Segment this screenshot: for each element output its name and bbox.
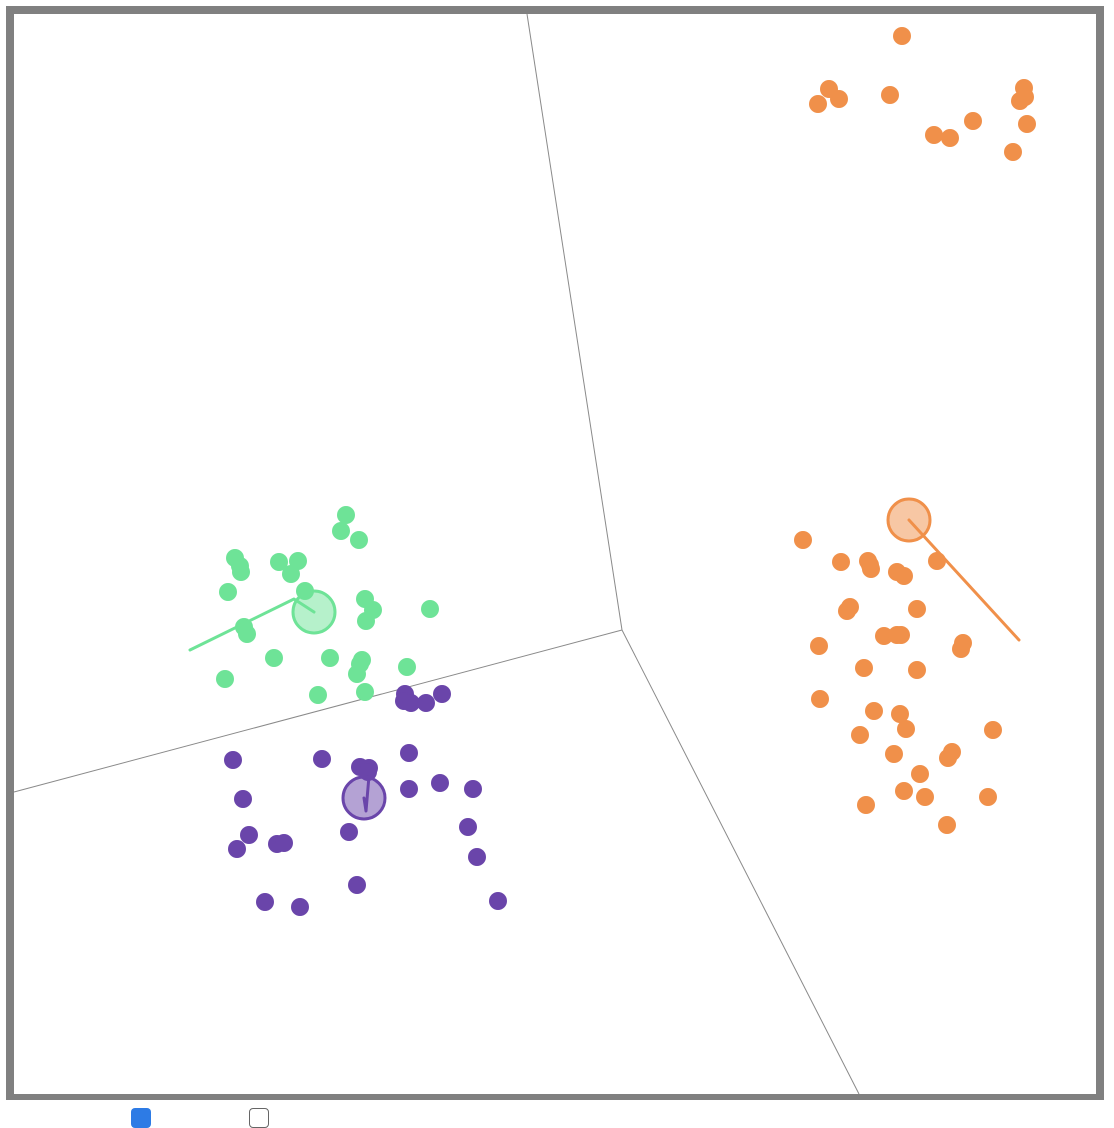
data-point-orange (809, 95, 827, 113)
data-point-purple (417, 694, 435, 712)
data-point-orange (891, 705, 909, 723)
data-point-orange (984, 721, 1002, 739)
data-point-purple (489, 892, 507, 910)
voronoi-edge-2 (13, 629, 623, 793)
data-point-orange (911, 765, 929, 783)
data-point-orange (916, 788, 934, 806)
data-point-green (219, 583, 237, 601)
data-point-green (216, 670, 234, 688)
data-point-purple (464, 780, 482, 798)
data-point-green (421, 600, 439, 618)
data-point-green (270, 553, 288, 571)
data-point-green (238, 625, 256, 643)
data-point-purple (275, 834, 293, 852)
controls-bar (0, 1100, 1114, 1128)
data-point-purple (402, 694, 420, 712)
data-point-purple (340, 823, 358, 841)
data-point-orange (881, 86, 899, 104)
data-point-purple (433, 685, 451, 703)
cluster-orange-centroid-group (886, 497, 1021, 642)
voronoi-boundaries (13, 13, 860, 1095)
data-point-green (356, 683, 374, 701)
data-point-orange (851, 726, 869, 744)
data-point-orange (895, 567, 913, 585)
data-point-purple (224, 751, 242, 769)
voronoi-edge-1 (526, 13, 623, 631)
data-point-orange (855, 659, 873, 677)
data-point-green (350, 531, 368, 549)
data-point-orange (941, 129, 959, 147)
centroid-purple (341, 775, 387, 821)
data-point-green (309, 686, 327, 704)
data-points (216, 27, 1036, 916)
data-point-purple (468, 848, 486, 866)
centroid-green (291, 589, 337, 635)
data-point-purple (431, 774, 449, 792)
canvas-background (0, 0, 1114, 1100)
data-point-orange (832, 553, 850, 571)
data-point-orange (810, 637, 828, 655)
data-point-orange (885, 745, 903, 763)
data-point-orange (925, 126, 943, 144)
data-point-orange (811, 690, 829, 708)
data-point-orange (861, 556, 879, 574)
data-point-orange (875, 627, 893, 645)
data-point-purple (400, 744, 418, 762)
data-point-green (265, 649, 283, 667)
canvas-border (6, 6, 1104, 1102)
data-point-orange (952, 640, 970, 658)
cluster-centroids (188, 497, 1021, 821)
data-point-green (231, 557, 249, 575)
data-point-orange (857, 796, 875, 814)
data-point-purple (234, 790, 252, 808)
data-point-orange (830, 90, 848, 108)
data-point-purple (400, 780, 418, 798)
cluster-green-centroid-group (188, 589, 337, 652)
data-point-orange (964, 112, 982, 130)
data-point-orange (908, 661, 926, 679)
data-point-purple (291, 898, 309, 916)
data-point-green (282, 565, 300, 583)
clustering-diagram (0, 0, 1114, 1102)
data-point-orange (865, 702, 883, 720)
data-point-orange (938, 816, 956, 834)
data-point-orange (895, 782, 913, 800)
data-point-green (348, 665, 366, 683)
data-point-orange (897, 720, 915, 738)
cluster-green-points (216, 506, 439, 704)
data-point-orange (794, 531, 812, 549)
cluster-orange-points (794, 27, 1036, 834)
data-point-purple (240, 826, 258, 844)
cluster-purple-points (224, 685, 507, 916)
data-point-orange (1004, 143, 1022, 161)
centroid-orange (886, 497, 932, 543)
data-point-green (398, 658, 416, 676)
option-2-checkbox[interactable] (249, 1108, 269, 1128)
data-point-green (337, 506, 355, 524)
centroid-trail-orange (907, 518, 1021, 642)
data-point-purple (228, 840, 246, 858)
data-point-green (357, 612, 375, 630)
data-point-orange (893, 27, 911, 45)
data-point-orange (1016, 88, 1034, 106)
data-point-purple (313, 750, 331, 768)
data-point-green (321, 649, 339, 667)
data-point-orange (908, 600, 926, 618)
option-1-checkbox[interactable] (131, 1108, 151, 1128)
cluster-purple-centroid-group (341, 774, 387, 821)
data-point-orange (892, 626, 910, 644)
data-point-orange (838, 602, 856, 620)
data-point-purple (459, 818, 477, 836)
data-point-green (332, 522, 350, 540)
data-point-orange (1018, 115, 1036, 133)
data-point-purple (348, 876, 366, 894)
data-point-orange (928, 552, 946, 570)
data-point-orange (939, 749, 957, 767)
voronoi-edge-3 (621, 629, 860, 1095)
data-point-orange (979, 788, 997, 806)
data-point-purple (256, 893, 274, 911)
